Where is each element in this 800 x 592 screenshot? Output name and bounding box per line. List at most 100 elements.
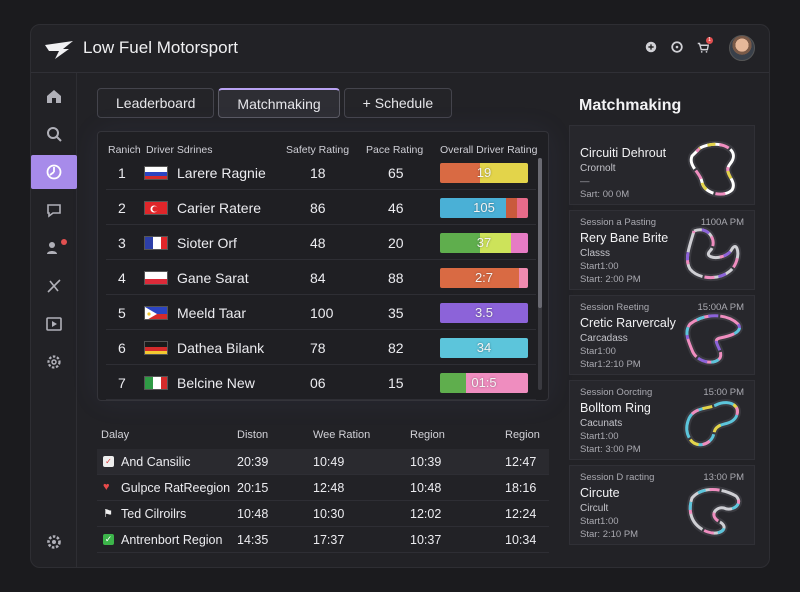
plus-circle-icon[interactable] — [643, 40, 659, 56]
overall-rating-bar: 19 — [440, 163, 528, 183]
search-icon — [47, 127, 62, 142]
driver-name[interactable]: Sioter Orf — [177, 235, 237, 251]
schedule-row[interactable]: ♥ Gulpce RatReegion 20:15 12:48 10:48 18:16 — [97, 475, 549, 501]
start-info: Start1:00 — [580, 261, 619, 272]
schedule-row[interactable]: ⚑ Ted Cilroilrs 10:48 10:30 12:02 12:24 — [97, 501, 549, 527]
column-header-overall[interactable]: Overall Driver Rating — [440, 144, 538, 156]
title-bar: Low Fuel Motorsport 1 — [31, 25, 769, 73]
duration-cell: 10:30 — [313, 507, 345, 521]
column-header-safety[interactable]: Safety Rating — [286, 144, 350, 156]
session-card[interactable]: Session a Pasting 1100A PM Rery Bane Brite… — [569, 210, 755, 290]
sidebar-item-blocked[interactable] — [31, 269, 77, 303]
users-badge — [61, 239, 67, 245]
session-label: Session a Pasting — [580, 217, 657, 228]
pace-rating: 82 — [388, 340, 404, 356]
sidebar-item-users[interactable] — [31, 231, 77, 265]
driver-name[interactable]: Gane Sarat — [177, 270, 249, 286]
rank-cell: 6 — [118, 340, 126, 356]
column-header-pace[interactable]: Pace Rating — [366, 144, 424, 156]
session-card[interactable]: Session D racting 13:00 PM Circute Circult S… — [569, 465, 755, 545]
track-map-icon — [686, 486, 743, 537]
session-card[interactable]: Session Reeting 15:00A PM Cretic Rarvercal… — [569, 295, 755, 375]
gamepad-icon[interactable] — [669, 40, 685, 56]
session-card[interactable]: Session Oorcting 15:00 PM Bolltom Ring Cacu… — [569, 380, 755, 460]
region-cell-2: 12:24 — [505, 507, 537, 521]
session-time: 13:00 PM — [703, 472, 744, 483]
region-cell-2: 12:47 — [505, 455, 537, 469]
schedule-row[interactable]: ✓ Antrenbort Region 14:35 17:37 10:37 10:34 — [97, 527, 549, 553]
overall-rating-bar: 01:5 — [440, 373, 528, 393]
driver-name[interactable]: Belcine New — [177, 375, 255, 391]
schedule-row[interactable]: ✓ And Cansilic 20:39 10:49 10:39 12:47 — [97, 449, 549, 475]
gear-icon — [47, 535, 61, 549]
leaderboard-scrollbar[interactable] — [538, 158, 542, 390]
matchmaking-title: Matchmaking — [579, 97, 682, 114]
start-info: Star1:00 — [580, 346, 616, 357]
overall-rating-value: 3.5 — [474, 305, 494, 320]
driver-name[interactable]: Meeld Taar — [177, 305, 247, 321]
column-header-rank[interactable]: Ranich — [108, 144, 141, 156]
avatar[interactable] — [729, 35, 755, 61]
tab-leaderboard[interactable]: Leaderboard — [97, 88, 215, 118]
flag-icon: ⚑ — [103, 508, 113, 520]
overall-rating-value: 34 — [476, 340, 492, 355]
sidebar-item-preferences[interactable] — [31, 525, 77, 559]
country-flag-icon — [144, 271, 168, 285]
leaderboard-row[interactable]: 4 Gane Sarat 84 88 2:7 — [106, 261, 536, 295]
schedule-header-duration: Wee Ration — [313, 429, 371, 441]
session-label: Session Oorcting — [580, 387, 653, 398]
car-class: Cacunats — [580, 418, 623, 429]
track-map-icon — [687, 140, 737, 198]
sidebar-item-settings[interactable] — [31, 345, 77, 379]
overall-rating-value: 2:7 — [474, 270, 494, 285]
chat-icon — [47, 204, 61, 218]
region-cell-2: 18:16 — [505, 481, 537, 495]
leaderboard-row[interactable]: 5 Meeld Taar 100 35 3.5 — [106, 296, 536, 330]
notification-badge: 1 — [706, 37, 713, 44]
sidebar-item-replays[interactable] — [31, 307, 77, 341]
sidebar-item-search[interactable] — [31, 117, 77, 151]
sidebar-item-chat[interactable] — [31, 193, 77, 227]
car-class: Classs — [580, 248, 611, 259]
track-name: Rery Bane Brite — [580, 231, 669, 245]
start-time: Star1:2:10 PM — [580, 359, 641, 370]
session-card[interactable]: Circuiti Dehrout Crornolt — Sart: 00 0M — [569, 125, 755, 205]
region-cell: 10:48 — [410, 481, 442, 495]
overall-rating-value: 105 — [473, 200, 495, 215]
safety-rating: 84 — [310, 270, 326, 286]
leaderboard-row[interactable]: 1 Larere Ragnie 18 65 19 — [106, 156, 536, 190]
start-info: Start1:00 — [580, 431, 619, 442]
safety-rating: 18 — [310, 165, 326, 181]
sidebar-item-racing[interactable] — [31, 155, 77, 189]
overall-rating-bar: 37 — [440, 233, 528, 253]
country-flag-icon — [144, 236, 168, 250]
region-cell: 12:02 — [410, 507, 442, 521]
tab-schedule[interactable]: + Schedule — [343, 88, 453, 118]
leaderboard-row[interactable]: 7 Belcine New 06 15 01:5 — [106, 366, 536, 400]
country-flag-icon — [144, 376, 168, 390]
country-flag-icon — [144, 166, 168, 180]
cart-icon[interactable]: 1 — [695, 37, 713, 56]
session-label: Session Reeting — [580, 302, 650, 313]
leaderboard-table: Ranich Driver Sdrines Safety Rating Pace… — [97, 131, 549, 401]
play-icon — [46, 317, 62, 331]
column-header-driver[interactable]: Driver Sdrines — [146, 144, 213, 156]
sidebar-item-home[interactable] — [31, 79, 77, 113]
tab-bar: Leaderboard Matchmaking + Schedule — [97, 88, 456, 118]
leaderboard-row[interactable]: 2 Carier Ratere 86 46 105 — [106, 191, 536, 225]
region-cell: 10:37 — [410, 533, 442, 547]
driver-name[interactable]: Dathea Bilank — [177, 340, 265, 356]
driver-name[interactable]: Carier Ratere — [177, 200, 262, 216]
safety-rating: 48 — [310, 235, 326, 251]
leaderboard-row[interactable]: 3 Sioter Orf 48 20 37 — [106, 226, 536, 260]
distance-cell: 20:39 — [237, 455, 269, 469]
driver-name[interactable]: Larere Ragnie — [177, 165, 266, 181]
country-flag-icon — [144, 306, 168, 320]
no-entry-icon — [47, 279, 61, 293]
leaderboard-row[interactable]: 6 Dathea Bilank 78 82 34 — [106, 331, 536, 365]
tab-matchmaking[interactable]: Matchmaking — [218, 88, 340, 118]
app-logo-icon — [45, 41, 73, 59]
scrollbar-thumb[interactable] — [538, 158, 542, 308]
track-name: Bolltom Ring — [580, 401, 651, 415]
pace-rating: 65 — [388, 165, 404, 181]
